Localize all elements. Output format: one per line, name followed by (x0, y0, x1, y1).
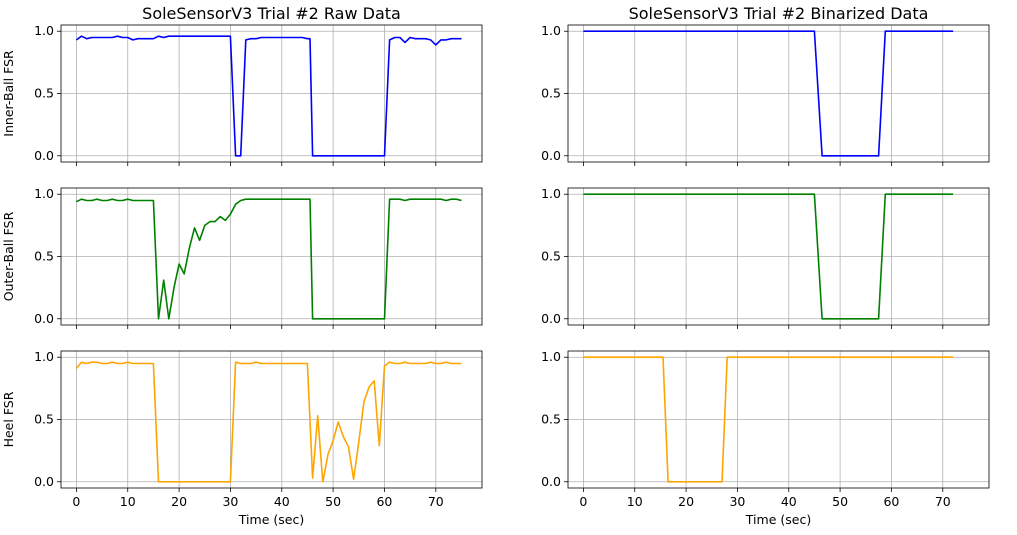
y-tick-label: 0.0 (34, 148, 54, 163)
x-tick-label: 60 (883, 494, 899, 509)
y-tick-label: 0.0 (541, 474, 561, 489)
x-tick-label: 40 (274, 494, 290, 509)
x-tick-label: 20 (678, 494, 694, 509)
x-tick-label: 70 (428, 494, 444, 509)
y-tick-label: 0.5 (541, 249, 561, 264)
subplot-4: 0.0 0.5 1.0 (541, 186, 990, 329)
y-axis-label: Heel FSR (1, 391, 16, 447)
subplot-3: 0.0 0.5 1.0 Outer-Ball FSR (1, 186, 483, 329)
data-series-line (583, 30, 954, 157)
data-series-line (583, 356, 954, 483)
y-tick-label: 1.0 (541, 23, 561, 38)
subplot-title: SoleSensorV3 Trial #2 Binarized Data (629, 4, 929, 23)
y-tick-label: 0.0 (34, 474, 54, 489)
x-axis-label: Time (sec) (238, 512, 304, 527)
x-tick-label: 10 (120, 494, 136, 509)
y-tick-label: 0.5 (541, 86, 561, 101)
data-series-line (75, 361, 462, 483)
y-tick-label: 1.0 (541, 349, 561, 364)
y-tick-label: 1.0 (34, 186, 54, 201)
x-tick-label: 50 (832, 494, 848, 509)
x-axis-label: Time (sec) (745, 512, 811, 527)
y-tick-label: 0.5 (34, 249, 54, 264)
subplot-2: 0.0 0.5 1.0 SoleSensorV3 Trial #2 Binarized… (541, 4, 990, 166)
x-tick-label: 30 (729, 494, 745, 509)
y-tick-label: 0.5 (541, 412, 561, 427)
y-tick-label: 1.0 (541, 186, 561, 201)
y-axis-label: Inner-Ball FSR (1, 50, 16, 137)
subplot-6: 0.0 0.5 1.0 0 10 20 30 40 50 60 70 Time (sec) (541, 349, 990, 527)
y-tick-label: 1.0 (34, 23, 54, 38)
x-tick-label: 60 (376, 494, 392, 509)
x-tick-label: 10 (627, 494, 643, 509)
y-axis-label: Outer-Ball FSR (1, 211, 16, 301)
y-tick-label: 0.0 (541, 148, 561, 163)
x-tick-label: 30 (222, 494, 238, 509)
y-tick-label: 1.0 (34, 349, 54, 364)
data-series-line (76, 198, 462, 320)
subplot-5: 0.0 0.5 1.0 0 10 20 30 40 50 60 70 Heel FSR Time (se… (1, 349, 483, 527)
y-tick-label: 0.0 (541, 311, 561, 326)
subplot-1: 0.0 0.5 1.0 SoleSensorV3 Trial #2 Raw Data I… (1, 4, 483, 166)
data-series-line (75, 35, 462, 157)
subplot-title: SoleSensorV3 Trial #2 Raw Data (142, 4, 401, 23)
x-tick-label: 70 (935, 494, 951, 509)
y-tick-label: 0.5 (34, 86, 54, 101)
y-tick-label: 0.0 (34, 311, 54, 326)
x-tick-label: 20 (171, 494, 187, 509)
data-series-line (583, 193, 954, 320)
x-tick-label: 40 (781, 494, 797, 509)
x-tick-label: 0 (579, 494, 587, 509)
x-tick-label: 0 (72, 494, 80, 509)
x-tick-label: 50 (325, 494, 341, 509)
y-tick-label: 0.5 (34, 412, 54, 427)
